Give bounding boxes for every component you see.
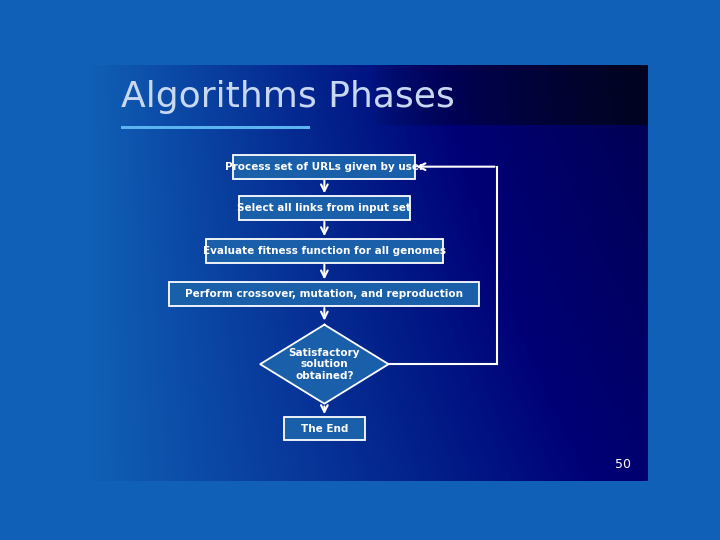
FancyBboxPatch shape (121, 126, 310, 129)
Text: Select all links from input set: Select all links from input set (238, 203, 411, 213)
Polygon shape (260, 325, 389, 404)
Text: Process set of URLs given by user: Process set of URLs given by user (225, 161, 424, 172)
Text: Evaluate fitness function for all genomes: Evaluate fitness function for all genome… (203, 246, 446, 256)
Text: 50: 50 (616, 458, 631, 471)
FancyBboxPatch shape (205, 239, 444, 263)
FancyBboxPatch shape (239, 196, 410, 220)
FancyBboxPatch shape (169, 282, 480, 306)
Text: Satisfactory
solution
obtained?: Satisfactory solution obtained? (289, 348, 360, 381)
FancyBboxPatch shape (284, 417, 365, 440)
Text: Perform crossover, mutation, and reproduction: Perform crossover, mutation, and reprodu… (185, 289, 464, 299)
Text: The End: The End (301, 423, 348, 434)
FancyBboxPatch shape (233, 154, 415, 179)
Text: Algorithms Phases: Algorithms Phases (121, 80, 454, 114)
